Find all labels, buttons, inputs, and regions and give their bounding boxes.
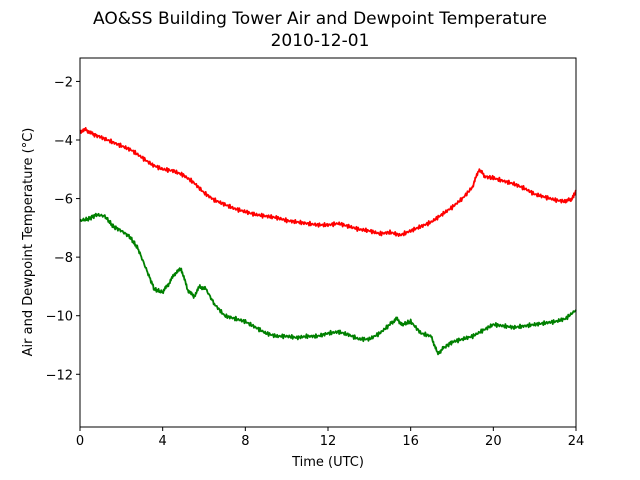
y-axis: −2 −4 −6 −8 −10 −12 — [46, 75, 80, 383]
series-layer — [79, 126, 577, 356]
y-tick-label-3: −8 — [54, 251, 73, 266]
x-tick-label-1: 4 — [159, 434, 167, 449]
series-line-0 — [79, 126, 577, 237]
plot-background — [80, 58, 576, 427]
x-tick-label-2: 8 — [241, 434, 249, 449]
y-tick-label-4: −10 — [46, 310, 73, 325]
x-tick-label-6: 24 — [568, 434, 585, 449]
x-axis: 0 4 8 12 16 20 24 — [76, 427, 584, 449]
chart-title: AO&SS Building Tower Air and Dewpoint Te… — [93, 9, 547, 29]
series-line-1 — [79, 212, 577, 356]
y-tick-label-5: −12 — [46, 368, 73, 383]
chart-subtitle: 2010-12-01 — [271, 31, 370, 51]
y-tick-label-1: −4 — [54, 134, 73, 149]
y-axis-label: Air and Dewpoint Temperature (°C) — [21, 128, 36, 357]
x-tick-label-3: 12 — [320, 434, 337, 449]
x-tick-label-4: 16 — [402, 434, 419, 449]
plot-area — [79, 57, 577, 428]
x-tick-label-0: 0 — [76, 434, 84, 449]
y-tick-label-0: −2 — [54, 75, 73, 90]
x-axis-label: Time (UTC) — [291, 455, 364, 470]
x-tick-label-5: 20 — [485, 434, 502, 449]
y-tick-label-2: −6 — [54, 193, 73, 208]
